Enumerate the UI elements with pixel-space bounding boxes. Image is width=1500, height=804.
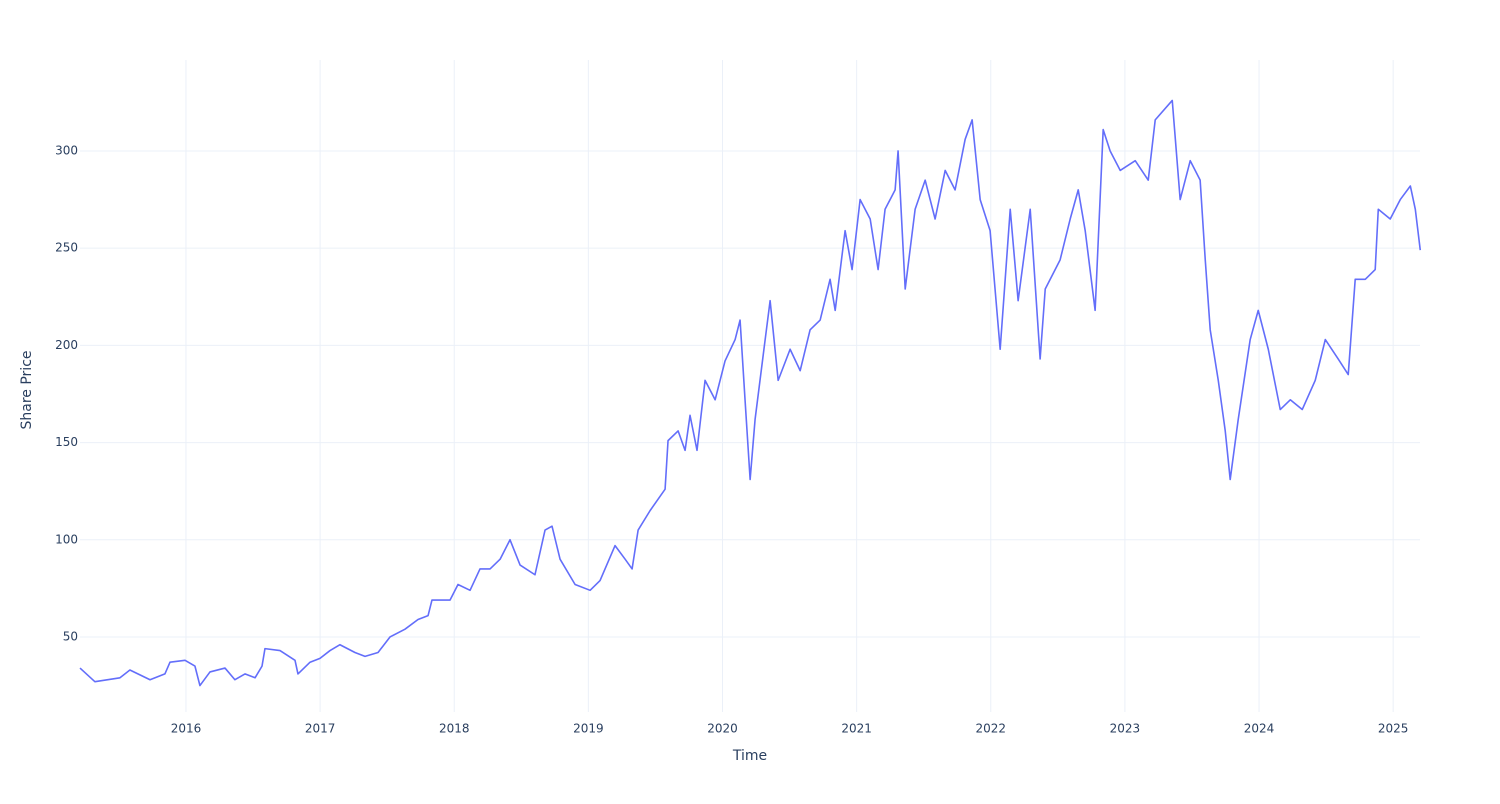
- x-tick-label: 2023: [1110, 722, 1141, 736]
- price-line: [79, 99, 1422, 687]
- x-tick-label: 2017: [305, 722, 336, 736]
- x-tick-label: 2018: [439, 722, 470, 736]
- x-tick-label: 2022: [975, 722, 1006, 736]
- y-tick-label: 300: [55, 143, 78, 157]
- x-tick-label: 2025: [1378, 722, 1409, 736]
- y-tick-label: 200: [55, 338, 78, 352]
- x-tick-label: 2021: [841, 722, 872, 736]
- x-tick-label: 2019: [573, 722, 604, 736]
- x-tick-label: 2020: [707, 722, 738, 736]
- y-tick-label: 250: [55, 241, 78, 255]
- x-axis-title: Time: [732, 748, 767, 764]
- y-tick-label: 50: [63, 629, 78, 643]
- y-tick-label: 150: [55, 435, 78, 449]
- x-tick-label: 2016: [171, 722, 202, 736]
- y-tick-label: 100: [55, 532, 78, 546]
- x-tick-label: 2024: [1244, 722, 1275, 736]
- y-axis-title: Share Price: [19, 350, 35, 429]
